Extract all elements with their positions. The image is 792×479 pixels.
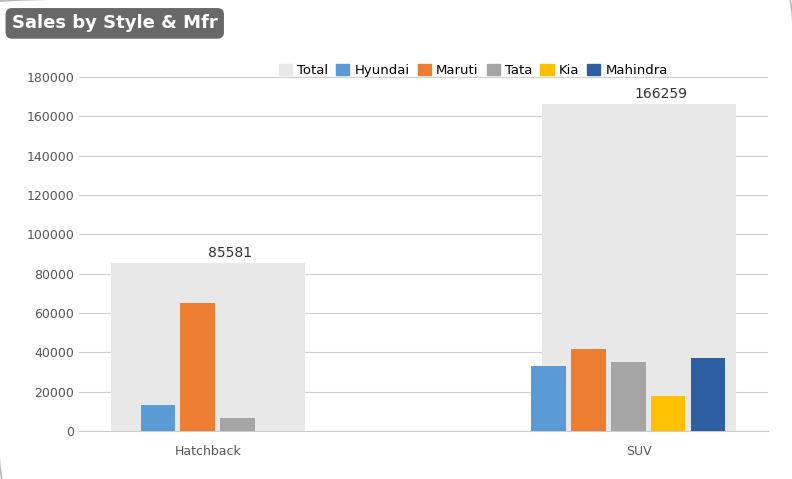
- Text: 85581: 85581: [208, 246, 252, 260]
- Bar: [531, 366, 565, 431]
- Bar: [651, 396, 685, 431]
- Text: 166259: 166259: [634, 87, 687, 101]
- Bar: [220, 418, 255, 431]
- Text: Sales by Style & Mfr: Sales by Style & Mfr: [12, 14, 218, 33]
- Bar: [611, 362, 645, 431]
- Bar: [181, 303, 215, 431]
- Bar: [140, 405, 175, 431]
- Bar: [543, 104, 736, 431]
- Bar: [112, 263, 305, 431]
- Bar: [571, 349, 606, 431]
- Bar: [691, 358, 725, 431]
- Legend: Total, Hyundai, Maruti, Tata, Kia, Mahindra: Total, Hyundai, Maruti, Tata, Kia, Mahin…: [279, 64, 668, 77]
